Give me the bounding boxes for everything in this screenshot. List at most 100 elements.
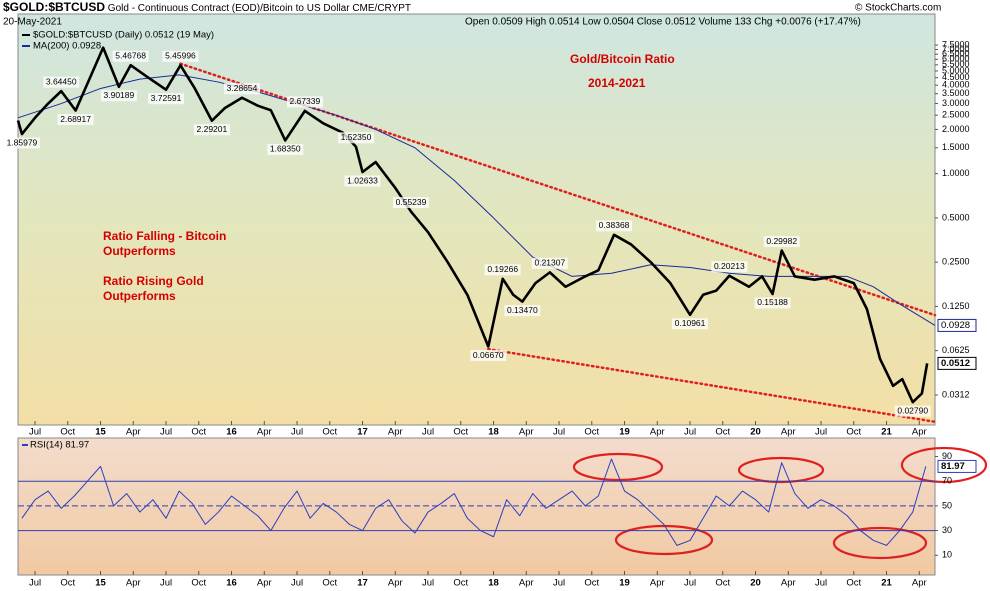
x-tick-label: Jul	[160, 427, 172, 438]
x-tick-label: Oct	[584, 427, 599, 438]
annotation: 2014-2021	[588, 76, 646, 90]
value-label: 1.85979	[7, 137, 38, 147]
value-label: 0.19266	[487, 264, 518, 274]
value-label-bg	[193, 124, 230, 136]
series-line	[21, 458, 927, 546]
highlight-ellipses	[572, 446, 988, 560]
value-label: 0.20213	[714, 261, 745, 271]
last-value-box	[937, 459, 977, 473]
value-label-bg	[763, 236, 800, 248]
x-tick-label: Jul	[291, 578, 303, 589]
x-tick-label: Jul	[160, 578, 172, 589]
value-label-bg	[393, 197, 429, 209]
value-label: 0.15188	[757, 297, 788, 307]
x-tick-label: Jul	[29, 427, 41, 438]
value-label: 0.06670	[473, 350, 504, 360]
y-tick-label: 90	[942, 451, 952, 461]
x-tick-label: Apr	[519, 578, 534, 589]
y-tick-label: 0.0312	[942, 389, 970, 399]
y-tick-label: 2.0000	[942, 124, 970, 134]
x-tick-label: Jul	[422, 578, 434, 589]
y-tick-label: 3.5000	[942, 88, 970, 98]
value-label-bg	[224, 83, 261, 95]
ellipse	[832, 526, 928, 560]
x-tick-label: 19	[619, 427, 630, 438]
value-label: 0.55239	[396, 197, 427, 207]
x-tick-label: 17	[357, 578, 368, 589]
value-label-bg	[894, 405, 931, 417]
value-label: 2.68917	[60, 114, 91, 124]
y-tick-label: 4.5000	[942, 72, 970, 82]
trendline	[487, 347, 937, 424]
value-label-bg	[484, 264, 521, 276]
x-tick-label: Apr	[650, 427, 665, 438]
series-line	[17, 74, 936, 326]
x-tick-label: Jul	[29, 578, 41, 589]
x-tick-label: Apr	[126, 578, 141, 589]
value-label-bg	[344, 175, 381, 187]
value-label-bg	[148, 93, 185, 105]
value-label: 1.02633	[347, 175, 378, 185]
value-label-bg	[112, 50, 149, 62]
x-tick-label: Apr	[781, 578, 796, 589]
y-tick-label: 7.5000	[942, 39, 970, 49]
x-tick-label: Apr	[781, 427, 796, 438]
value-label-bg	[672, 318, 709, 330]
value-label-bg	[531, 257, 568, 269]
x-tick-label: Apr	[388, 427, 403, 438]
y-tick-label: 0.0625	[942, 345, 970, 355]
value-label-bg	[100, 90, 137, 102]
last-value-label: 81.97	[941, 461, 965, 472]
value-label: 3.64450	[46, 76, 77, 86]
x-tick-label: 16	[226, 427, 237, 438]
x-tick-label: 18	[488, 578, 499, 589]
x-tick-label: Jul	[422, 427, 434, 438]
x-tick-label: Oct	[453, 427, 468, 438]
value-label: 0.10961	[675, 318, 706, 328]
legend-label: $GOLD:$BTCUSD (Daily) 0.0512 (19 May)	[33, 30, 214, 41]
x-tick-label: Apr	[650, 578, 665, 589]
value-label-bg	[711, 261, 748, 273]
annotation: Outperforms	[103, 289, 176, 303]
value-label-bg	[286, 96, 323, 108]
y-tick-label: 70	[942, 476, 952, 486]
x-tick-label: Jul	[815, 578, 827, 589]
x-tick-label: Oct	[191, 427, 206, 438]
value-label-bg	[57, 114, 94, 126]
x-tick-label: Jul	[684, 578, 696, 589]
y-tick-label: 4.0000	[942, 80, 970, 90]
x-tick-label: Oct	[584, 578, 599, 589]
panel-title: RSI(14) 81.97	[30, 440, 89, 451]
x-tick-label: Oct	[715, 578, 730, 589]
x-tick-label: 18	[488, 427, 499, 438]
annotation: Outperforms	[103, 244, 176, 258]
x-tick-label: Oct	[60, 578, 75, 589]
value-label: 3.90189	[104, 90, 135, 100]
x-tick-label: 20	[750, 578, 761, 589]
y-tick-label: 6.0000	[942, 54, 970, 64]
x-tick-label: 20	[750, 427, 761, 438]
y-tick-label: 0.5000	[942, 212, 970, 222]
header: $GOLD:$BTCUSD Gold - Continuous Contract…	[3, 0, 411, 14]
value-label-bg	[337, 132, 374, 144]
value-label-bg	[43, 76, 80, 88]
x-tick-label: 17	[357, 427, 368, 438]
value-label-bg	[162, 50, 199, 62]
value-label-bg	[754, 297, 791, 309]
value-label-bg	[596, 220, 633, 232]
x-tick-label: 15	[95, 427, 106, 438]
x-tick-label: 16	[226, 578, 237, 589]
y-tick-label: 50	[942, 500, 952, 510]
annotation: Gold/Bitcoin Ratio	[570, 52, 675, 66]
x-tick-label: Apr	[257, 578, 272, 589]
y-tick-label: 1.0000	[942, 168, 970, 178]
y-tick-label: 0.1250	[942, 301, 970, 311]
x-tick-label: Apr	[519, 427, 534, 438]
value-label-bg	[3, 137, 40, 149]
value-label: 2.67339	[290, 96, 321, 106]
x-tick-label: Oct	[453, 578, 468, 589]
value-label-bg	[504, 305, 541, 317]
x-tick-label: Apr	[912, 427, 927, 438]
value-label: 1.52350	[341, 132, 372, 142]
